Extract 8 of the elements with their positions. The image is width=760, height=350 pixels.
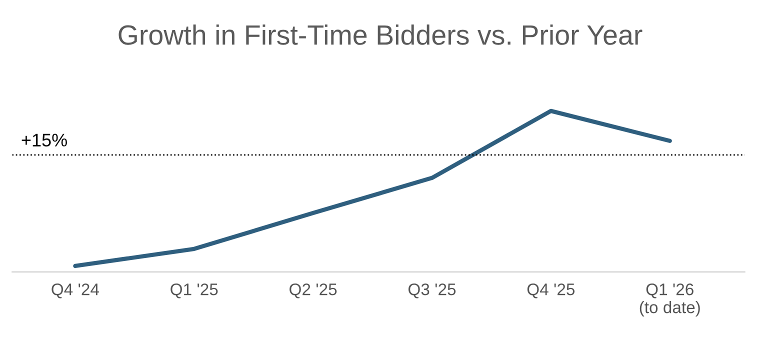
x-tick-label: Q4 '24 xyxy=(52,284,99,298)
x-tick-label: Q3 '25 xyxy=(408,284,456,298)
annotation: +15% xyxy=(22,134,67,147)
chart-title: Growth in First-Time Bidders vs. Prior Year xyxy=(118,24,642,45)
x-tick-label: Q1 '26 (to date) xyxy=(640,284,700,317)
x-tick-label: Q2 '25 xyxy=(290,284,337,298)
x-tick-label: Q1 '25 xyxy=(170,284,218,298)
x-tick-label: Q4 '25 xyxy=(527,284,575,298)
